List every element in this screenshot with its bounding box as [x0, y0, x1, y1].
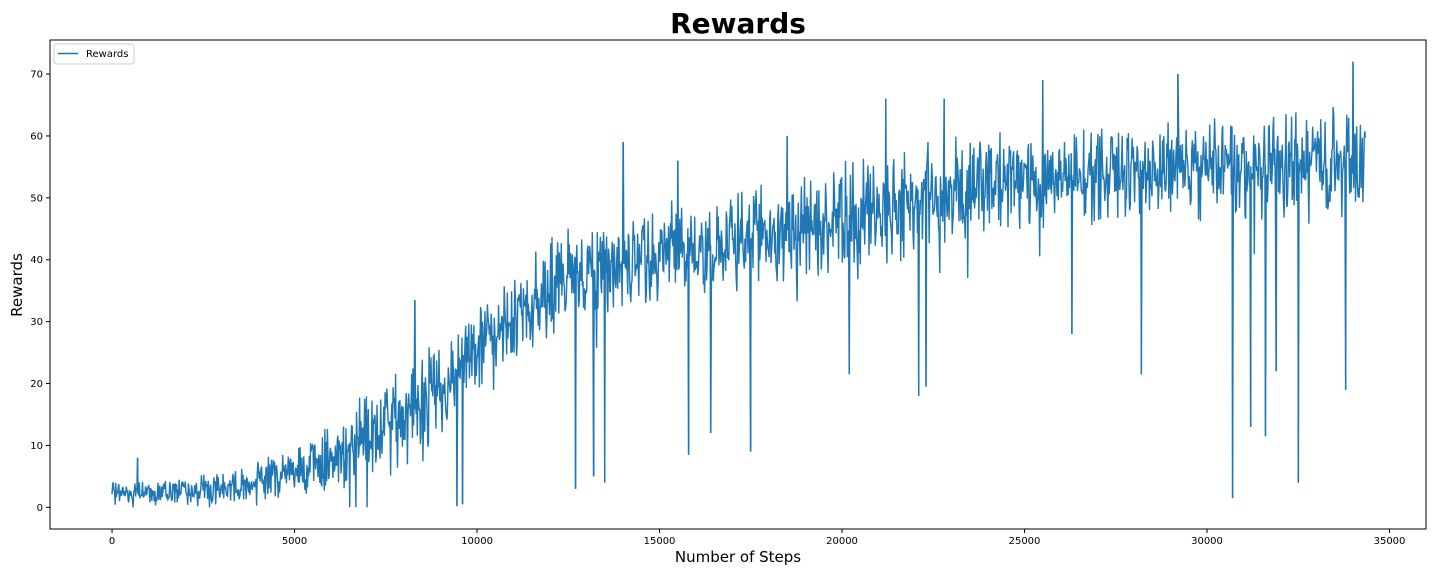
plot-area [49, 39, 1427, 530]
x-tick-label: 35000 [1374, 536, 1406, 547]
chart-title: Rewards [670, 7, 806, 40]
x-tick-label: 10000 [461, 536, 493, 547]
x-tick-label: 15000 [644, 536, 676, 547]
legend: Rewards [53, 43, 135, 65]
x-tick-label: 30000 [1191, 536, 1223, 547]
y-tick-label: 0 [37, 503, 43, 514]
y-tick-label: 20 [30, 379, 43, 390]
series-line-rewards [111, 61, 1367, 508]
y-tick-label: 50 [30, 193, 43, 204]
x-tick-label: 5000 [282, 536, 307, 547]
y-axis: 0 10 20 30 40 50 60 70 [30, 70, 50, 514]
plot-frame [49, 39, 1427, 530]
x-tick-label: 0 [109, 536, 115, 547]
y-tick-label: 70 [30, 70, 43, 81]
y-tick-label: 10 [30, 441, 43, 452]
series-layer [111, 61, 1367, 508]
x-axis-label: Number of Steps [675, 548, 801, 566]
y-axis-label: Rewards [8, 253, 26, 317]
x-tick-label: 25000 [1009, 536, 1041, 547]
x-axis: 0 5000 10000 15000 20000 25000 30000 35000 [109, 529, 1406, 547]
legend-box [53, 43, 135, 65]
x-tick-label: 20000 [826, 536, 858, 547]
legend-entry-rewards: Rewards [86, 49, 128, 60]
y-tick-label: 30 [30, 317, 43, 328]
y-tick-label: 40 [30, 255, 43, 266]
y-tick-label: 60 [30, 131, 43, 142]
